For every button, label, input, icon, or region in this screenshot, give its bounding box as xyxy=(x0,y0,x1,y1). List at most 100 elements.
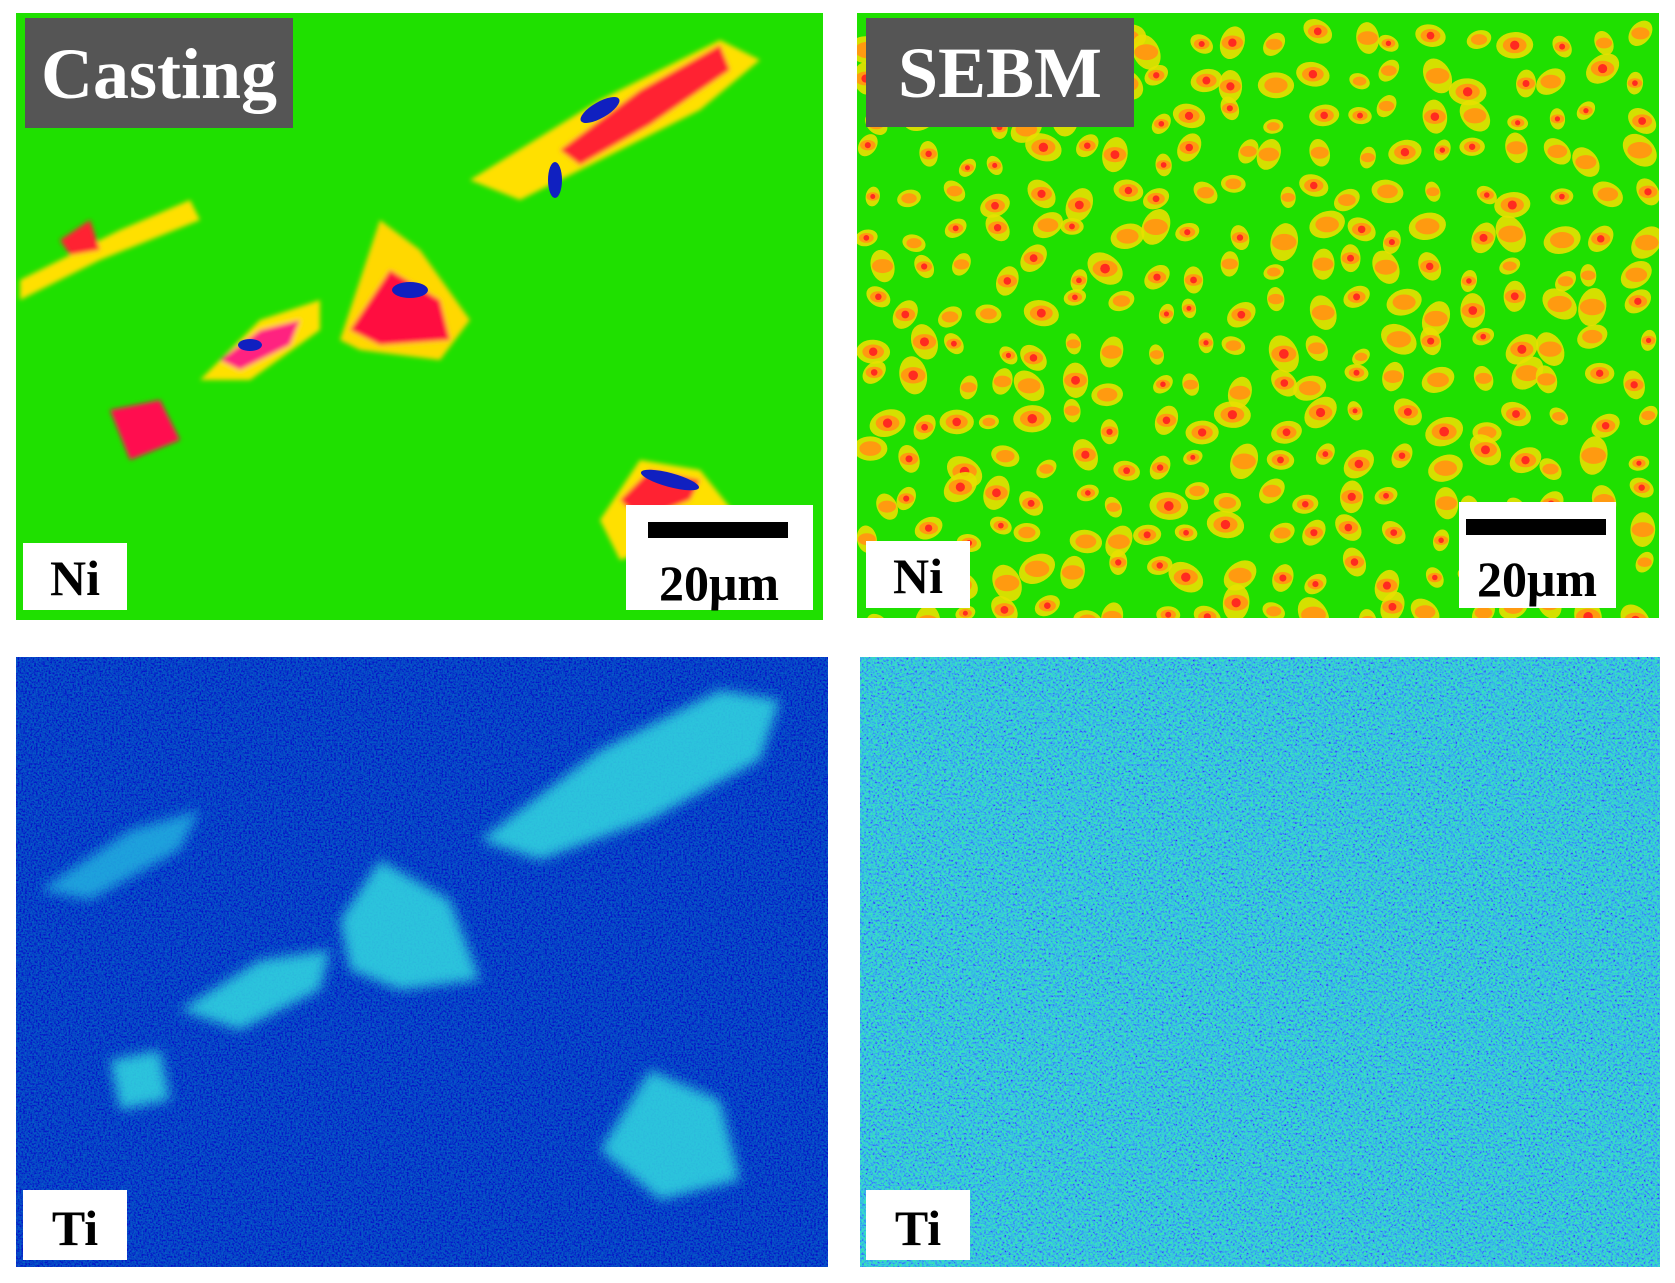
spot xyxy=(1638,117,1647,125)
spot xyxy=(1550,232,1575,249)
spot xyxy=(915,605,941,618)
spot xyxy=(874,619,879,624)
spot xyxy=(991,201,999,210)
spot xyxy=(992,162,998,168)
spot xyxy=(1632,80,1638,86)
spot xyxy=(1365,618,1371,624)
spot xyxy=(1353,293,1361,301)
spot xyxy=(1377,184,1398,199)
spot xyxy=(1579,298,1605,316)
blue-spots xyxy=(238,97,700,491)
spot xyxy=(1315,216,1339,233)
spot xyxy=(1542,463,1559,475)
spot xyxy=(1382,581,1392,590)
band xyxy=(350,270,450,345)
spot xyxy=(1079,614,1096,618)
spot xyxy=(1074,200,1084,210)
spot xyxy=(1484,192,1490,198)
spot xyxy=(1559,193,1565,200)
spot xyxy=(1506,141,1527,155)
spot xyxy=(1181,572,1191,582)
spot xyxy=(1102,610,1122,618)
spot xyxy=(1480,445,1490,455)
spot xyxy=(1425,67,1450,84)
spot xyxy=(1595,37,1613,49)
spot xyxy=(864,142,871,149)
spot xyxy=(1027,414,1037,424)
spot xyxy=(1189,485,1205,497)
spot xyxy=(950,340,957,347)
spot xyxy=(1559,43,1566,50)
spot xyxy=(580,97,620,123)
spot xyxy=(1184,229,1191,236)
spot xyxy=(1635,234,1659,251)
spot xyxy=(901,310,910,319)
spot xyxy=(1110,150,1120,160)
spot xyxy=(1358,609,1377,618)
spot xyxy=(1388,602,1397,611)
spot xyxy=(1634,297,1642,305)
spot xyxy=(1311,304,1335,321)
spot xyxy=(1301,606,1326,618)
spot xyxy=(1153,72,1160,79)
spot xyxy=(1115,559,1122,566)
spot xyxy=(1426,187,1440,197)
spot xyxy=(1278,349,1289,359)
spot xyxy=(1480,333,1487,340)
spot xyxy=(921,423,928,431)
spot xyxy=(1468,143,1476,150)
spot xyxy=(1149,350,1164,359)
spot xyxy=(1196,186,1215,199)
spot xyxy=(1620,604,1651,618)
band xyxy=(110,400,180,460)
spot xyxy=(1357,112,1363,119)
spot xyxy=(1552,411,1566,421)
spot xyxy=(1225,340,1242,351)
spot xyxy=(1517,344,1527,354)
spot xyxy=(1162,416,1171,425)
spot xyxy=(1353,369,1360,376)
spot xyxy=(1003,277,1012,285)
spot xyxy=(859,441,882,456)
spot xyxy=(921,263,928,270)
spot xyxy=(1554,116,1561,122)
spot xyxy=(1462,87,1473,97)
spot xyxy=(875,293,882,301)
spot xyxy=(1266,606,1282,617)
spot xyxy=(1310,181,1318,190)
spot xyxy=(964,165,970,171)
spot xyxy=(238,339,262,351)
spot xyxy=(1266,122,1280,131)
band xyxy=(60,220,100,255)
spot xyxy=(982,417,996,427)
spot xyxy=(1281,192,1295,202)
spot xyxy=(1385,40,1392,46)
spot xyxy=(980,308,997,320)
spot xyxy=(882,418,893,428)
spot xyxy=(1116,228,1139,244)
spot xyxy=(1190,276,1197,284)
element-label: Ti xyxy=(52,1200,98,1256)
spot xyxy=(1433,460,1457,476)
spot xyxy=(1096,387,1118,402)
spot xyxy=(1061,565,1084,580)
spot xyxy=(1277,456,1284,464)
spot xyxy=(1203,613,1211,618)
spot xyxy=(1085,490,1091,496)
spot xyxy=(1510,292,1519,301)
spot xyxy=(1515,365,1540,382)
spot xyxy=(1415,218,1440,235)
spot xyxy=(1507,200,1517,210)
spot xyxy=(1350,558,1359,566)
spot xyxy=(994,574,1020,592)
spot xyxy=(1547,144,1568,158)
spot xyxy=(1225,178,1242,190)
spot xyxy=(1439,147,1446,153)
spot xyxy=(1463,108,1487,124)
scale-bar-label: 20μm xyxy=(1477,551,1597,607)
spot xyxy=(1101,345,1122,359)
spot xyxy=(867,613,887,618)
spot xyxy=(1383,492,1389,499)
